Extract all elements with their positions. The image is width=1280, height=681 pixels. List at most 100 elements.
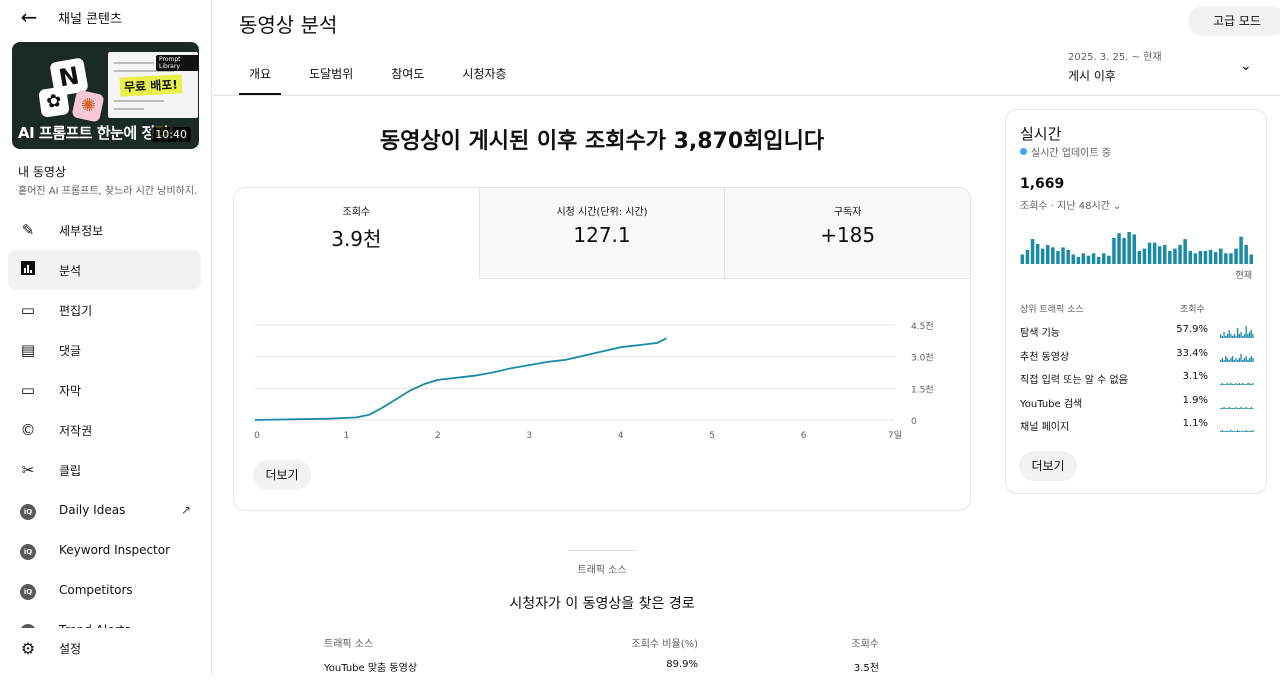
sidebar-item-label: 편집기: [59, 303, 93, 318]
metric-watch-time[interactable]: 시청 시간(단위: 시간) 127.1: [479, 188, 726, 279]
sidebar-item-settings[interactable]: ⚙ 설정: [8, 628, 201, 668]
traffic-source-row[interactable]: 탐색 기능 57.9%: [1020, 324, 1254, 340]
metric-subscribers[interactable]: 구독자 +185: [725, 188, 970, 279]
sparkline-bar: [1242, 383, 1244, 385]
metric-label: 조회수: [342, 207, 371, 218]
metric-label: 구독자: [833, 207, 862, 218]
sidebar-item-analytics[interactable]: 분석: [8, 250, 201, 290]
sparkline-bar: [1243, 334, 1246, 338]
sparkline-bar: [1223, 384, 1225, 385]
sidebar-item-details[interactable]: ✎ 세부정보: [8, 210, 201, 250]
realtime-bar: [1163, 245, 1167, 264]
traffic-source-row[interactable]: 추천 동영상 33.4%: [1020, 348, 1254, 364]
sparkline-bar: [1240, 353, 1242, 362]
advanced-mode-button[interactable]: 고급 모드: [1188, 6, 1280, 36]
realtime-title: 실시간: [1020, 125, 1062, 143]
traffic-source-row[interactable]: YouTube 검색 1.9%: [1020, 395, 1254, 411]
realtime-period-selector[interactable]: 조회수 · 지난 48시간 ⌄: [1020, 197, 1121, 212]
sidebar-item-label: 댓글: [59, 343, 82, 358]
x-tick-label: 0: [254, 431, 260, 441]
sidebar-item-label: Keyword Inspector: [59, 543, 171, 557]
traffic-source-name: 추천 동영상: [1020, 351, 1070, 363]
metric-views[interactable]: 조회수 3.9천: [234, 188, 480, 279]
main-content: 동영상 분석 고급 모드 개요 도달범위 참여도 시청자층 2025. 3. 2…: [213, 0, 1280, 675]
sidebar-item-label: 분석: [59, 263, 82, 278]
tab-overview[interactable]: 개요: [239, 55, 282, 95]
sparkline-bar: [1228, 431, 1230, 432]
realtime-bar: [1056, 251, 1060, 264]
tab-engagement[interactable]: 참여도: [391, 67, 425, 81]
sparkline-bar: [1250, 406, 1252, 409]
sidebar-item-daily-ideas[interactable]: iQ Daily Ideas ↗: [8, 490, 201, 530]
sparkline-bar: [1220, 334, 1222, 338]
realtime-bar: [1147, 242, 1152, 264]
sidebar-item-comments[interactable]: ▤ 댓글: [8, 330, 201, 370]
video-subtitle: 흩어진 AI 프롬프트, 찾느라 시간 낭비하지...: [18, 186, 198, 197]
traffic-source-percent: 3.1%: [1182, 371, 1208, 382]
traffic-source-row[interactable]: 직접 입력 또는 알 수 없음 3.1%: [1020, 371, 1254, 387]
realtime-more-button[interactable]: 더보기: [1019, 451, 1077, 481]
realtime-bar: [1107, 255, 1111, 264]
overview-more-button[interactable]: 더보기: [253, 460, 311, 490]
column-header: 트래픽 소스: [324, 639, 374, 650]
tab-reach[interactable]: 도달범위: [309, 67, 354, 81]
sparkline-bar: [1250, 355, 1252, 362]
sparkline-bar: [1228, 384, 1230, 385]
clapperboard-icon: ▭: [20, 301, 36, 319]
sidebar-item-subtitles[interactable]: ▭ 자막: [8, 370, 201, 410]
sparkline-bar: [1223, 359, 1225, 362]
sparkline-bar: [1237, 407, 1239, 409]
sparkline-bar: [1220, 407, 1222, 409]
realtime-now-label: 현재: [1235, 271, 1252, 281]
sparkline-bar: [1242, 359, 1244, 362]
sparkline-bar: [1235, 406, 1237, 409]
sidebar-item-editor[interactable]: ▭ 편집기: [8, 290, 201, 330]
sparkline-bar: [1250, 431, 1252, 432]
sidebar-item-clips[interactable]: ✂ 클립: [8, 450, 201, 490]
realtime-bar: [1066, 249, 1070, 264]
realtime-bar: [1030, 239, 1035, 264]
back-arrow-icon[interactable]: ←: [20, 5, 38, 29]
x-tick-label: 4: [618, 431, 624, 441]
chevron-down-icon: ⌄: [1113, 201, 1122, 212]
video-thumbnail[interactable]: N ✿ ✺ Prompt Library 무료 배포! AI 프롬프트 한눈에 …: [12, 42, 199, 149]
sidebar-item-label: 세부정보: [59, 223, 104, 238]
realtime-bar: [1035, 243, 1040, 264]
table-header: 트래픽 소스 조회수 비율(%) 조회수: [324, 635, 884, 657]
y-tick-label: 1.5천: [911, 384, 934, 395]
sparkline-bar: [1245, 355, 1247, 362]
date-range-picker[interactable]: 2025. 3. 25. ~ 현재 게시 이후: [1068, 48, 1162, 84]
chevron-down-icon[interactable]: ⌄: [1240, 58, 1252, 74]
realtime-bar: [1112, 237, 1116, 264]
realtime-bar: [1122, 237, 1126, 264]
x-tick-label: 1: [344, 431, 350, 441]
traffic-source-sparkline: [1220, 383, 1254, 385]
overview-headline: 동영상이 게시된 이후 조회수가 3,870회입니다: [379, 129, 825, 154]
sidebar-item-competitors[interactable]: iQ Competitors: [8, 570, 201, 610]
traffic-source-sparkline: [1220, 353, 1254, 362]
realtime-bar: [1168, 251, 1172, 264]
sparkline-bar: [1237, 328, 1239, 338]
sparkline-bar: [1245, 430, 1247, 432]
sidebar-item-copyright[interactable]: © 저작권: [8, 410, 201, 450]
sidebar-item-keyword-inspector[interactable]: iQ Keyword Inspector: [8, 530, 201, 570]
y-tick-label: 4.5천: [911, 321, 934, 332]
sidebar-item-label: 자막: [59, 383, 82, 398]
overview-card: 조회수 3.9천 시청 시간(단위: 시간) 127.1 구독자 +185 0 1…: [233, 187, 971, 511]
traffic-table: 트래픽 소스 조회수 비율(%) 조회수 YouTube 맞춤 동영상 89.9…: [324, 635, 884, 681]
vidiq-icon: iQ: [20, 584, 36, 600]
sparkline-bar: [1242, 336, 1244, 338]
sparkline-bar: [1237, 359, 1239, 362]
tab-audience[interactable]: 시청자층: [462, 67, 507, 81]
sparkline-bar: [1247, 431, 1249, 432]
sparkline-bar: [1228, 359, 1230, 362]
realtime-bar-chart: [1020, 232, 1253, 264]
sparkline-bar: [1245, 326, 1247, 338]
metric-value: +185: [820, 223, 876, 247]
traffic-source-percent: 33.4%: [1176, 347, 1208, 359]
realtime-bar: [1213, 252, 1218, 264]
table-row[interactable]: YouTube 맞춤 동영상 89.9% 3.5천: [324, 659, 884, 681]
traffic-source-row[interactable]: 채널 페이지 1.1%: [1020, 418, 1254, 434]
sparkline-bar: [1237, 430, 1239, 432]
realtime-bar: [1046, 245, 1050, 264]
